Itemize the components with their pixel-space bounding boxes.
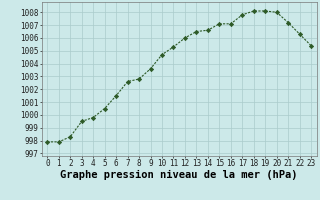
- X-axis label: Graphe pression niveau de la mer (hPa): Graphe pression niveau de la mer (hPa): [60, 170, 298, 180]
